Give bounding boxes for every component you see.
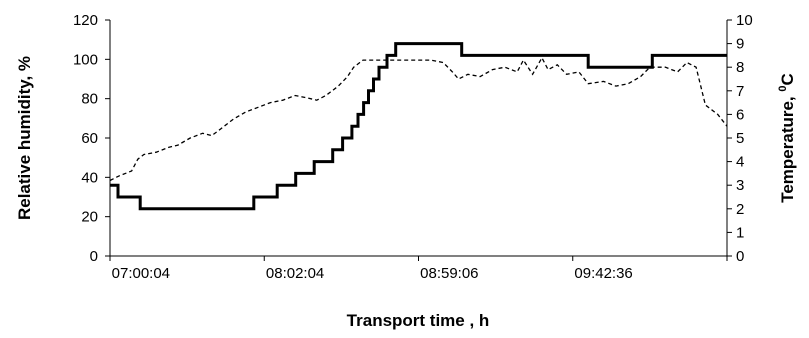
y-right-tick-label: 6 [736,106,744,123]
y-right-tick-label: 0 [736,248,744,265]
y-right-tick-label: 4 [736,154,744,171]
x-tick-label: 08:59:06 [420,265,478,282]
y-right-tick-label: 1 [736,224,744,241]
y-axis-left-title: Relative humidity, % [15,56,34,220]
y-left-tick-label: 40 [81,169,98,186]
x-axis-title: Transport time , h [347,311,490,330]
y-axis-right-title: Temperature, 0C [777,73,797,203]
y-right-tick-label: 8 [736,59,744,76]
series-layer [109,42,728,211]
x-axis-ticks: 07:00:04 08:02:04 08:59:06 09:42:36 [109,256,728,282]
y-right-tick-label: 9 [736,36,744,53]
y-left-tick-label: 120 [73,12,98,29]
y-right-tick-label: 2 [736,201,744,218]
plot-area [109,20,728,257]
y-left-tick-label: 0 [90,248,98,265]
temperature-series-line [109,56,728,182]
y-left-tick-label: 20 [81,209,98,226]
humidity-series-line [110,42,727,211]
y-axis-left-ticks: 0 20 40 60 80 100 120 [73,12,110,265]
x-tick-label: 08:02:04 [266,265,324,282]
y-axis-right-title-sup: 0 [777,85,789,91]
y-right-tick-label: 10 [736,12,753,29]
y-axis-right-title-text: Temperature, [778,92,797,203]
y-axis-right-ticks: 0 1 2 3 4 5 6 7 8 9 10 [727,12,753,265]
x-tick-label: 09:42:36 [574,265,632,282]
y-left-tick-label: 80 [81,91,98,108]
x-tick-label: 07:00:04 [112,265,170,282]
y-right-tick-label: 7 [736,83,744,100]
y-right-tick-label: 3 [736,177,744,194]
y-left-tick-label: 100 [73,51,98,68]
y-axis-right-title-unit: C [778,73,797,85]
y-left-tick-label: 60 [81,130,98,147]
y-right-tick-label: 5 [736,130,744,147]
